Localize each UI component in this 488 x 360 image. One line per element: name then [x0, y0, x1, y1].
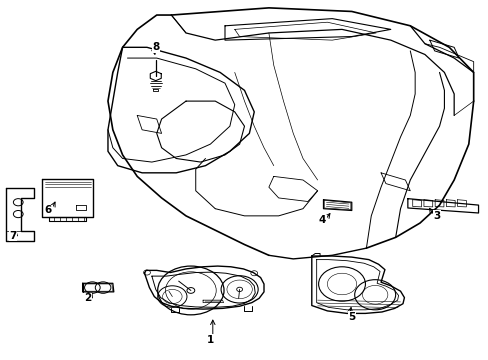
- Text: 8: 8: [152, 42, 159, 52]
- Text: 5: 5: [347, 312, 355, 322]
- Text: 6: 6: [45, 206, 52, 216]
- Text: 1: 1: [206, 334, 214, 345]
- Text: 4: 4: [318, 215, 325, 225]
- Text: 2: 2: [84, 293, 91, 303]
- Text: 7: 7: [9, 231, 17, 240]
- Text: 3: 3: [432, 211, 440, 221]
